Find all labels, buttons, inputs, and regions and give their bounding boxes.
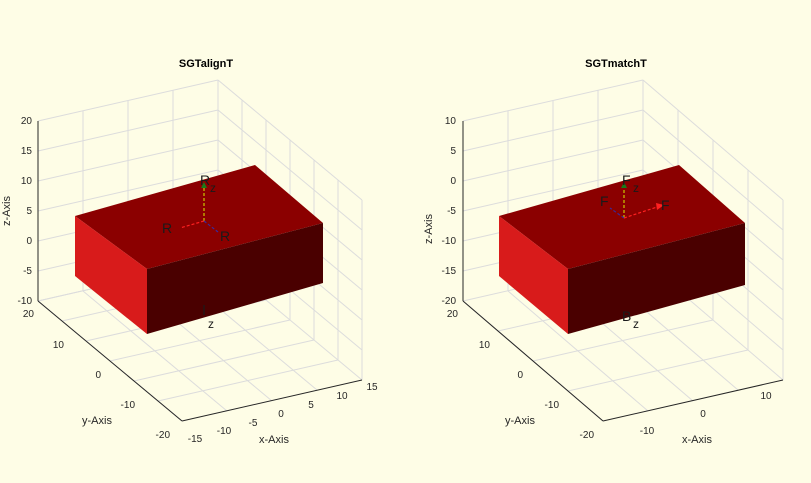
plot-left-x-label: x-Axis (259, 434, 289, 446)
plot-right-title: SGTmatchT (585, 58, 647, 70)
y-tick: 20 (23, 309, 35, 320)
plot-left-box (75, 165, 323, 334)
x-tick: -10 (640, 426, 655, 437)
plot-right-x-ticks: -10 0 10 (640, 391, 772, 437)
x-tick: 0 (278, 409, 284, 420)
plot-right-z-ticks: 10 5 0 -5 -10 -15 -20 (442, 116, 457, 307)
z-tick: -5 (23, 266, 32, 277)
z-tick: 5 (450, 146, 456, 157)
plot-right-x-label: x-Axis (682, 434, 712, 446)
x-tick: 10 (336, 391, 348, 402)
z-tick: 5 (26, 206, 32, 217)
frame-label: R (162, 220, 172, 236)
z-tick: 20 (21, 116, 33, 127)
frame-label: z (633, 317, 639, 331)
z-tick: -10 (442, 236, 457, 247)
plot-right-frame: F F F z B z (600, 172, 670, 331)
box-front-face (75, 216, 147, 334)
z-tick: 10 (445, 116, 457, 127)
x-tick: 0 (700, 409, 706, 420)
y-tick: -10 (545, 400, 560, 411)
plot-left-y-label: y-Axis (82, 415, 112, 427)
z-tick: -20 (442, 296, 457, 307)
z-tick: 15 (21, 146, 33, 157)
frame-label: R (200, 172, 210, 188)
plot-right-axes (462, 121, 784, 422)
plot-right-y-label: y-Axis (505, 415, 535, 427)
frame-label: z (208, 317, 214, 331)
z-tick: 10 (21, 176, 33, 187)
z-tick: -5 (447, 206, 456, 217)
z-tick: 0 (26, 236, 32, 247)
plot-left-z-label: z-Axis (1, 196, 13, 226)
plot-left[interactable]: SGTalignT (1, 58, 378, 446)
plot-right-z-label: z-Axis (423, 214, 435, 244)
plot-right[interactable]: SGTmatchT (423, 58, 784, 446)
frame-label: z (633, 181, 639, 195)
box-side-face (147, 223, 323, 334)
frame-label: F (622, 172, 631, 188)
frame-label: B (622, 308, 631, 324)
y-tick: 20 (447, 309, 459, 320)
frame-label: R (220, 228, 230, 244)
plot-left-title: SGTalignT (179, 58, 233, 70)
y-tick: -10 (121, 400, 136, 411)
plot-left-frame: R R R z z (162, 172, 230, 331)
box-side-face (568, 223, 745, 334)
plot-left-axes (37, 121, 363, 422)
frame-label: F (661, 197, 670, 213)
y-tick: 10 (53, 340, 65, 351)
frame-label: z (210, 181, 216, 195)
plot-left-y-ticks: 20 10 0 -10 -20 (23, 309, 171, 441)
box-front-face (499, 216, 568, 334)
x-tick: -10 (217, 426, 232, 437)
y-tick: 0 (517, 370, 523, 381)
x-tick: 5 (308, 400, 314, 411)
plot-left-x-ticks: -15 -10 -5 0 5 10 15 (188, 382, 378, 445)
x-tick: -15 (188, 434, 203, 445)
z-tick: 0 (450, 176, 456, 187)
z-tick: -15 (442, 266, 457, 277)
plot-left-z-ticks: 20 15 10 5 0 -5 -10 (18, 116, 33, 307)
box-top-face (75, 165, 323, 269)
y-tick: -20 (580, 430, 595, 441)
y-tick: -20 (156, 430, 171, 441)
x-tick: 15 (366, 382, 378, 393)
frame-label: F (600, 193, 609, 209)
plot-right-y-ticks: 20 10 0 -10 -20 (447, 309, 595, 441)
x-tick: 10 (760, 391, 772, 402)
y-tick: 10 (479, 340, 491, 351)
y-tick: 0 (95, 370, 101, 381)
z-tick: -10 (18, 296, 33, 307)
x-tick: -5 (249, 418, 258, 429)
